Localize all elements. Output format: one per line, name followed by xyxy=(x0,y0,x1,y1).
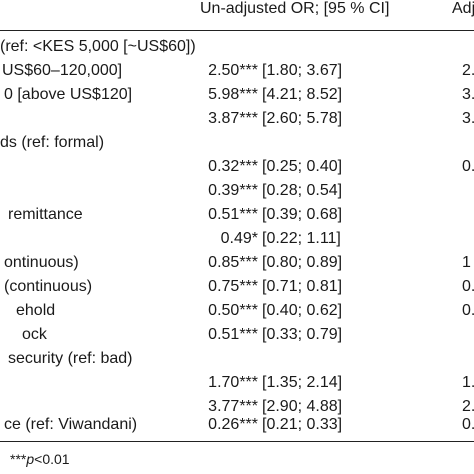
footnote-p-symbol: p xyxy=(26,451,34,467)
row-label: ontinuous) xyxy=(4,254,79,272)
footnote-threshold: <0.01 xyxy=(34,451,69,467)
unadjusted-or-value: 1.70*** xyxy=(208,374,258,392)
row-label: remittance xyxy=(8,206,83,224)
row-label: ehold xyxy=(16,302,55,320)
unadjusted-ci-value: [0.33; 0.79] xyxy=(262,326,342,344)
unadjusted-or-value: 0.50*** xyxy=(208,302,258,320)
unadjusted-ci-value: [0.80; 0.89] xyxy=(262,254,342,272)
unadjusted-or-value: 0.75*** xyxy=(208,278,258,296)
table-row: (ref: <KES 5,000 [~US$60]) xyxy=(0,36,474,60)
unadjusted-or-value: 2.50*** xyxy=(208,62,258,80)
footnote-stars: *** xyxy=(10,451,26,467)
unadjusted-or-value: 3.87*** xyxy=(208,110,258,128)
unadjusted-ci-value: [1.35; 2.14] xyxy=(262,374,342,392)
table-row: ds (ref: formal) xyxy=(0,132,474,156)
row-label: 0 [above US$120] xyxy=(4,86,132,104)
unadjusted-or-value: 0.26*** xyxy=(208,416,258,434)
table-row: 0.32*** [0.25; 0.40] 0. xyxy=(0,156,474,180)
table-row: ock 0.51*** [0.33; 0.79] xyxy=(0,324,474,348)
table-bottom-rule xyxy=(0,441,474,442)
table-row: (continuous) 0.75*** [0.71; 0.81] 0. xyxy=(0,276,474,300)
unadjusted-ci-value: [0.25; 0.40] xyxy=(262,158,342,176)
row-label: (continuous) xyxy=(4,278,92,296)
adjusted-or-value: 2. xyxy=(462,62,474,80)
adjusted-or-value: 3. xyxy=(462,110,474,128)
table-row: security (ref: bad) xyxy=(0,348,474,372)
adjusted-or-value: 0. xyxy=(462,158,474,176)
unadjusted-ci-value: [0.28; 0.54] xyxy=(262,182,342,200)
table-row: ce (ref: Viwandani) 0.26*** [0.21; 0.33]… xyxy=(0,414,474,438)
unadjusted-or-value: 0.51*** xyxy=(208,326,258,344)
table-footnote: ***p<0.01 xyxy=(10,451,70,467)
unadjusted-or-value: 0.85*** xyxy=(208,254,258,272)
adjusted-or-value: 3. xyxy=(462,86,474,104)
row-label: ds (ref: formal) xyxy=(0,134,104,152)
unadjusted-ci-value: [2.60; 5.78] xyxy=(262,110,342,128)
adjusted-or-value: 0. xyxy=(462,416,474,434)
table-row: 0.49* [0.22; 1.11] xyxy=(0,228,474,252)
row-label: security (ref: bad) xyxy=(8,350,132,368)
table-row: ontinuous) 0.85*** [0.80; 0.89] 1 xyxy=(0,252,474,276)
adjusted-or-value: 1 xyxy=(462,254,471,272)
unadjusted-ci-value: [0.39; 0.68] xyxy=(262,206,342,224)
row-label: ce (ref: Viwandani) xyxy=(4,416,137,434)
table-row: 3.87*** [2.60; 5.78] 3. xyxy=(0,108,474,132)
table-row: ehold 0.50*** [0.40; 0.62] 0. xyxy=(0,300,474,324)
unadjusted-ci-value: [0.71; 0.81] xyxy=(262,278,342,296)
row-label: ock xyxy=(22,326,47,344)
table-row: remittance 0.51*** [0.39; 0.68] xyxy=(0,204,474,228)
adjusted-or-value: 0. xyxy=(462,278,474,296)
unadjusted-or-value: 0.51*** xyxy=(208,206,258,224)
unadjusted-ci-value: [0.21; 0.33] xyxy=(262,416,342,434)
table-row: 0 [above US$120] 5.98*** [4.21; 8.52] 3. xyxy=(0,84,474,108)
adjusted-or-value: 0. xyxy=(462,302,474,320)
unadjusted-ci-value: [4.21; 8.52] xyxy=(262,86,342,104)
unadjusted-or-value: 0.49* xyxy=(221,230,258,248)
unadjusted-or-header: Un-adjusted OR; [95 % CI] xyxy=(200,0,389,18)
unadjusted-ci-value: [0.22; 1.11] xyxy=(262,230,341,248)
row-label: US$60–120,000] xyxy=(2,62,122,80)
table-row: 0.39*** [0.28; 0.54] xyxy=(0,180,474,204)
table-header: Un-adjusted OR; [95 % CI] Adj xyxy=(0,0,474,31)
unadjusted-ci-value: [0.40; 0.62] xyxy=(262,302,342,320)
adjusted-or-header: Adj xyxy=(452,0,474,18)
unadjusted-or-value: 0.32*** xyxy=(208,158,258,176)
unadjusted-ci-value: [1.80; 3.67] xyxy=(262,62,342,80)
table-row: 1.70*** [1.35; 2.14] 1. xyxy=(0,372,474,396)
unadjusted-or-value: 0.39*** xyxy=(208,182,258,200)
row-label: (ref: <KES 5,000 [~US$60]) xyxy=(0,38,196,56)
adjusted-or-value: 1. xyxy=(462,374,474,392)
unadjusted-or-value: 5.98*** xyxy=(208,86,258,104)
table-row: US$60–120,000] 2.50*** [1.80; 3.67] 2. xyxy=(0,60,474,84)
